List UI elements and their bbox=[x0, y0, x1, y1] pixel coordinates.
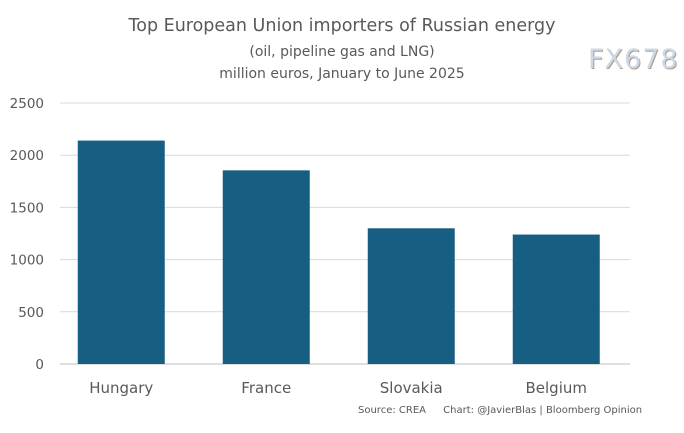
bar-belgium bbox=[512, 234, 600, 364]
x-tick-label: Slovakia bbox=[380, 379, 443, 397]
chart-title: Top European Union importers of Russian … bbox=[128, 16, 556, 36]
x-tick-label: France bbox=[241, 379, 291, 397]
chart-subtitle: (oil, pipeline gas and LNG) bbox=[249, 44, 435, 60]
x-tick-label: Belgium bbox=[526, 379, 588, 397]
y-tick-label: 2000 bbox=[10, 148, 44, 164]
watermark-logo: FX678 bbox=[588, 44, 679, 75]
y-tick-label: 2500 bbox=[10, 96, 44, 112]
x-tick-label: Hungary bbox=[89, 379, 153, 397]
source-text: Source: CREA bbox=[358, 405, 426, 416]
credit-text: Chart: @JavierBlas | Bloomberg Opinion bbox=[443, 405, 643, 416]
y-tick-label: 1000 bbox=[10, 253, 44, 269]
y-tick-label: 0 bbox=[35, 357, 44, 373]
footer: Source: CREA Chart: @JavierBlas | Bloomb… bbox=[358, 405, 656, 416]
bar-slovakia bbox=[367, 228, 455, 364]
y-tick-label: 500 bbox=[18, 305, 44, 321]
bar-france bbox=[222, 170, 310, 364]
chart-subtitle-units: million euros, January to June 2025 bbox=[219, 66, 465, 82]
bar-hungary bbox=[77, 140, 165, 364]
y-tick-label: 1500 bbox=[10, 200, 44, 216]
